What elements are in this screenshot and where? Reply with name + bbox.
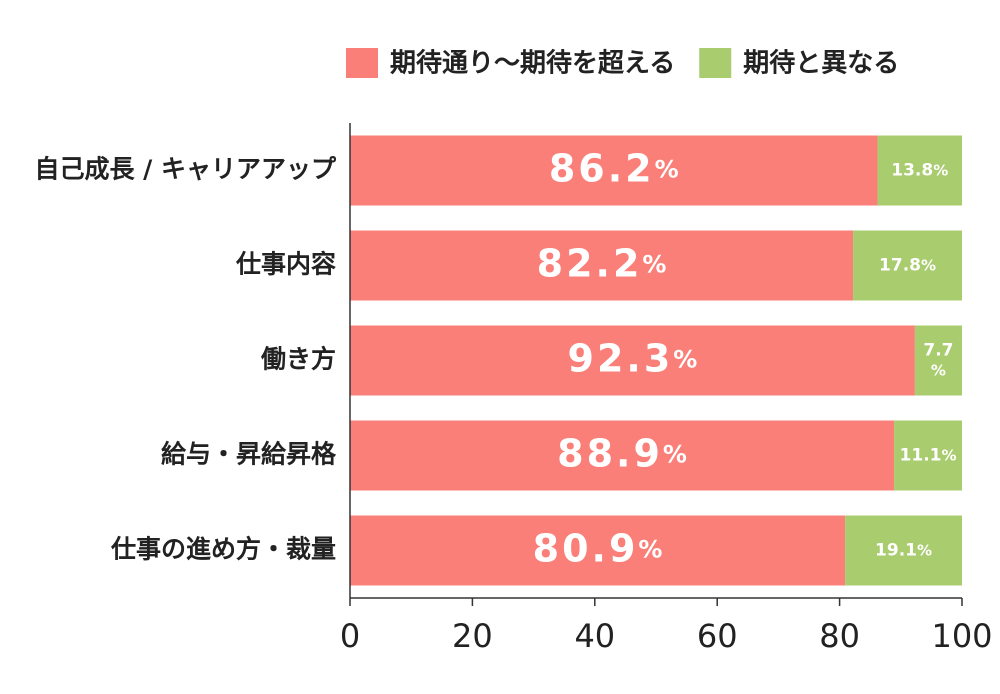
value-unit: % (663, 441, 687, 469)
value-number: 7.7 (923, 341, 953, 361)
value-unit: % (642, 251, 666, 279)
value-number: 82.2 (537, 241, 643, 285)
y-tick-label: 自己成長 / キャリアアップ (34, 155, 337, 184)
y-tick-label: 仕事の進め方・裁量 (110, 535, 336, 564)
bar-segment (914, 325, 962, 396)
value-label: 7.7% (923, 341, 953, 380)
value-number: 17.8 (879, 256, 921, 276)
value-unit: % (917, 541, 932, 559)
value-label: 88.9% (557, 431, 687, 475)
bar-segment (350, 515, 846, 586)
value-unit: % (931, 361, 946, 379)
bar-segment (350, 325, 915, 396)
y-tick-label: 給与・昇給昇格 (161, 440, 337, 469)
value-number: 80.9 (533, 526, 639, 570)
x-tick-label: 40 (574, 617, 615, 655)
value-number: 13.8 (891, 161, 933, 181)
value-number: 92.3 (568, 336, 674, 380)
value-unit: % (638, 536, 662, 564)
y-tick-label: 仕事内容 (235, 250, 336, 279)
bar-segment (877, 135, 962, 206)
value-label: 17.8% (879, 256, 936, 276)
x-tick-label: 80 (819, 617, 860, 655)
bar-segment (350, 135, 878, 206)
value-number: 88.9 (557, 431, 663, 475)
legend-label: 期待と異なる (743, 49, 899, 79)
value-unit: % (921, 256, 936, 274)
bar-segment (350, 230, 854, 301)
value-unit: % (941, 446, 956, 464)
value-label: 19.1% (875, 541, 932, 561)
legend-label: 期待通り～期待を超える (390, 49, 675, 79)
value-label: 11.1% (900, 446, 957, 466)
legend-swatch (699, 48, 732, 78)
value-number: 19.1 (875, 541, 917, 561)
y-tick-label: 働き方 (260, 345, 336, 374)
value-label: 82.2% (537, 241, 667, 285)
value-unit: % (655, 156, 679, 184)
value-label: 92.3% (568, 336, 698, 380)
x-tick-label: 0 (340, 617, 360, 655)
value-unit: % (933, 161, 948, 179)
bar-segment (845, 515, 962, 586)
bar-segment (350, 420, 895, 491)
value-unit: % (673, 346, 697, 374)
x-tick-label: 60 (697, 617, 738, 655)
bar-segment (894, 420, 962, 491)
value-number: 11.1 (900, 446, 942, 466)
value-label: 80.9% (533, 526, 663, 570)
legend-swatch (346, 48, 378, 78)
value-number: 86.2 (549, 146, 655, 190)
value-label: 86.2% (549, 146, 679, 190)
bar-segment (853, 230, 962, 301)
value-label: 13.8% (891, 161, 948, 181)
x-tick-label: 100 (931, 617, 992, 655)
x-tick-label: 20 (452, 617, 493, 655)
